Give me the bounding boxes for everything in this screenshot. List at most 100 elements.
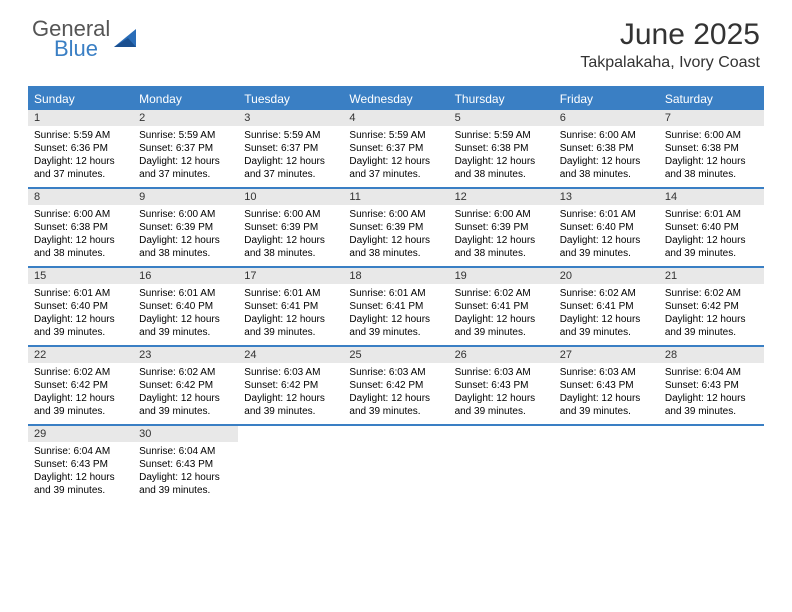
sunrise-text: Sunrise: 6:01 AM [34,287,127,300]
day-cell: 16Sunrise: 6:01 AMSunset: 6:40 PMDayligh… [133,268,238,345]
day-cell: 13Sunrise: 6:01 AMSunset: 6:40 PMDayligh… [554,189,659,266]
day-cell: 25Sunrise: 6:03 AMSunset: 6:42 PMDayligh… [343,347,448,424]
sunset-text: Sunset: 6:39 PM [349,221,442,234]
sunrise-text: Sunrise: 6:02 AM [560,287,653,300]
day-cell: 29Sunrise: 6:04 AMSunset: 6:43 PMDayligh… [28,426,133,503]
sunrise-text: Sunrise: 6:00 AM [665,129,758,142]
day-cell: 6Sunrise: 6:00 AMSunset: 6:38 PMDaylight… [554,110,659,187]
day-number: 13 [554,189,659,205]
sunset-text: Sunset: 6:37 PM [244,142,337,155]
day-number: 15 [28,268,133,284]
day-cell: 24Sunrise: 6:03 AMSunset: 6:42 PMDayligh… [238,347,343,424]
day-cell: 30Sunrise: 6:04 AMSunset: 6:43 PMDayligh… [133,426,238,503]
daylight-text: Daylight: 12 hours and 37 minutes. [139,155,232,181]
day-content: Sunrise: 6:00 AMSunset: 6:39 PMDaylight:… [449,205,554,266]
sunset-text: Sunset: 6:37 PM [349,142,442,155]
day-number: 9 [133,189,238,205]
daylight-text: Daylight: 12 hours and 39 minutes. [560,392,653,418]
daylight-text: Daylight: 12 hours and 37 minutes. [349,155,442,181]
daylight-text: Daylight: 12 hours and 39 minutes. [34,313,127,339]
daylight-text: Daylight: 12 hours and 37 minutes. [34,155,127,181]
day-number [659,426,764,430]
day-content: Sunrise: 6:04 AMSunset: 6:43 PMDaylight:… [659,363,764,424]
day-number: 23 [133,347,238,363]
day-content: Sunrise: 6:02 AMSunset: 6:41 PMDaylight:… [449,284,554,345]
sunset-text: Sunset: 6:39 PM [139,221,232,234]
day-content: Sunrise: 6:04 AMSunset: 6:43 PMDaylight:… [133,442,238,503]
sunset-text: Sunset: 6:39 PM [244,221,337,234]
daylight-text: Daylight: 12 hours and 39 minutes. [665,392,758,418]
weekday-header-row: Sunday Monday Tuesday Wednesday Thursday… [28,88,764,110]
day-content: Sunrise: 6:03 AMSunset: 6:42 PMDaylight:… [238,363,343,424]
week-row: 29Sunrise: 6:04 AMSunset: 6:43 PMDayligh… [28,424,764,503]
daylight-text: Daylight: 12 hours and 38 minutes. [560,155,653,181]
day-content: Sunrise: 6:00 AMSunset: 6:39 PMDaylight:… [238,205,343,266]
sunrise-text: Sunrise: 6:01 AM [560,208,653,221]
week-row: 1Sunrise: 5:59 AMSunset: 6:36 PMDaylight… [28,110,764,187]
day-content: Sunrise: 6:01 AMSunset: 6:40 PMDaylight:… [554,205,659,266]
daylight-text: Daylight: 12 hours and 39 minutes. [244,392,337,418]
sunrise-text: Sunrise: 6:01 AM [139,287,232,300]
sunrise-text: Sunrise: 6:02 AM [139,366,232,379]
day-content: Sunrise: 6:01 AMSunset: 6:41 PMDaylight:… [238,284,343,345]
daylight-text: Daylight: 12 hours and 39 minutes. [665,313,758,339]
weekday-header: Monday [133,88,238,110]
daylight-text: Daylight: 12 hours and 38 minutes. [244,234,337,260]
sunrise-text: Sunrise: 5:59 AM [34,129,127,142]
week-row: 8Sunrise: 6:00 AMSunset: 6:38 PMDaylight… [28,187,764,266]
sunset-text: Sunset: 6:40 PM [665,221,758,234]
sunset-text: Sunset: 6:43 PM [665,379,758,392]
weekday-header: Sunday [28,88,133,110]
logo-sail-icon [114,29,140,51]
sunrise-text: Sunrise: 6:00 AM [455,208,548,221]
sunset-text: Sunset: 6:38 PM [455,142,548,155]
sunrise-text: Sunrise: 6:02 AM [665,287,758,300]
day-number: 11 [343,189,448,205]
day-content: Sunrise: 6:00 AMSunset: 6:39 PMDaylight:… [343,205,448,266]
day-cell [449,426,554,503]
sunset-text: Sunset: 6:42 PM [139,379,232,392]
sunrise-text: Sunrise: 5:59 AM [455,129,548,142]
day-cell: 4Sunrise: 5:59 AMSunset: 6:37 PMDaylight… [343,110,448,187]
header: General Blue June 2025 Takpalakaha, Ivor… [0,0,792,78]
day-number: 14 [659,189,764,205]
day-content: Sunrise: 6:00 AMSunset: 6:38 PMDaylight:… [659,126,764,187]
daylight-text: Daylight: 12 hours and 39 minutes. [244,313,337,339]
sunset-text: Sunset: 6:40 PM [139,300,232,313]
day-number: 2 [133,110,238,126]
day-number: 30 [133,426,238,442]
sunrise-text: Sunrise: 5:59 AM [244,129,337,142]
day-cell [554,426,659,503]
day-content: Sunrise: 5:59 AMSunset: 6:36 PMDaylight:… [28,126,133,187]
weeks-container: 1Sunrise: 5:59 AMSunset: 6:36 PMDaylight… [28,110,764,503]
sunrise-text: Sunrise: 6:03 AM [455,366,548,379]
logo-text: General Blue [32,18,110,60]
day-number: 29 [28,426,133,442]
day-number [449,426,554,430]
title-block: June 2025 Takpalakaha, Ivory Coast [580,18,760,72]
sunset-text: Sunset: 6:43 PM [560,379,653,392]
daylight-text: Daylight: 12 hours and 39 minutes. [139,392,232,418]
day-cell: 8Sunrise: 6:00 AMSunset: 6:38 PMDaylight… [28,189,133,266]
weekday-header: Wednesday [343,88,448,110]
day-content: Sunrise: 6:01 AMSunset: 6:40 PMDaylight:… [133,284,238,345]
sunrise-text: Sunrise: 6:00 AM [560,129,653,142]
sunset-text: Sunset: 6:38 PM [665,142,758,155]
day-content: Sunrise: 6:01 AMSunset: 6:40 PMDaylight:… [28,284,133,345]
daylight-text: Daylight: 12 hours and 39 minutes. [34,471,127,497]
day-number: 10 [238,189,343,205]
logo: General Blue [32,18,140,60]
day-content: Sunrise: 6:01 AMSunset: 6:41 PMDaylight:… [343,284,448,345]
weekday-header: Thursday [449,88,554,110]
day-cell: 14Sunrise: 6:01 AMSunset: 6:40 PMDayligh… [659,189,764,266]
daylight-text: Daylight: 12 hours and 38 minutes. [665,155,758,181]
day-content: Sunrise: 6:04 AMSunset: 6:43 PMDaylight:… [28,442,133,503]
day-cell: 12Sunrise: 6:00 AMSunset: 6:39 PMDayligh… [449,189,554,266]
sunset-text: Sunset: 6:36 PM [34,142,127,155]
sunset-text: Sunset: 6:40 PM [34,300,127,313]
sunset-text: Sunset: 6:41 PM [349,300,442,313]
daylight-text: Daylight: 12 hours and 39 minutes. [455,392,548,418]
daylight-text: Daylight: 12 hours and 38 minutes. [139,234,232,260]
sunrise-text: Sunrise: 6:01 AM [665,208,758,221]
week-row: 15Sunrise: 6:01 AMSunset: 6:40 PMDayligh… [28,266,764,345]
